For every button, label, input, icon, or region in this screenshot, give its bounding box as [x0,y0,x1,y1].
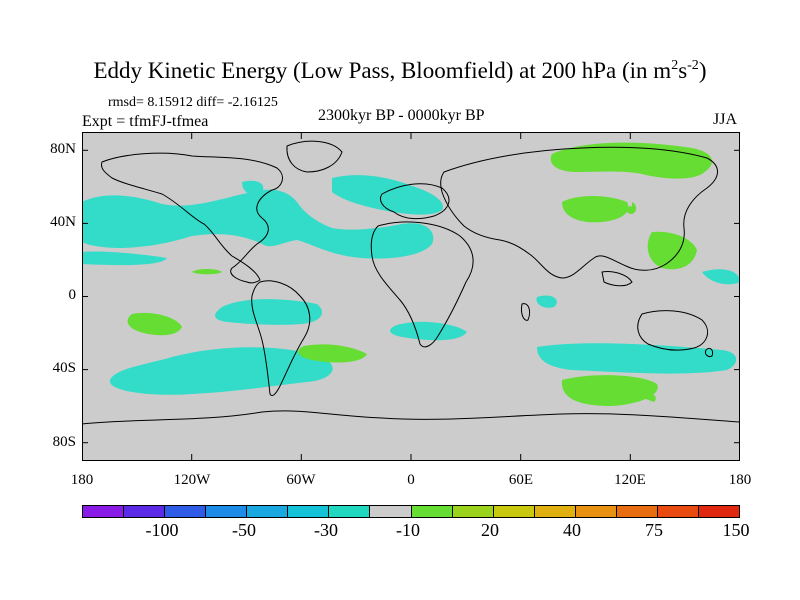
colorbar-swatch-2 [165,506,207,517]
experiment-label: Expt = tfmFJ-tfmea [82,113,209,130]
south-pacific-patch [215,299,322,325]
indonesia-coast [601,271,633,287]
lon-label-120e: 120E [614,472,646,488]
madagascar-coast [521,303,531,321]
north-atlantic-core [332,175,443,215]
colorbar-label-75: 75 [645,520,663,540]
southern-indian-positive-patch [561,375,658,406]
europe-coast [380,183,450,220]
southern-ocean-patch [109,347,333,395]
colorbar-swatch-4 [247,506,289,517]
siberia-patch [550,142,713,179]
colorbar-swatch-10 [493,506,535,517]
plot-title: Eddy Kinetic Energy (Low Pass, Bloomfiel… [93,58,707,83]
colorbar-swatch-12 [575,506,617,517]
colorbar-swatch-3 [206,506,248,517]
southern-indian-small-patch [627,390,656,402]
indian-ocean-band [537,343,737,374]
period-label: 2300kyr BP - 0000kyr BP [318,107,485,124]
colorbar-swatch-6 [329,506,371,517]
lat-label-40n: 40N [50,214,76,230]
colorbar-label-40: 40 [563,520,581,540]
positive-anomaly-regions [127,142,713,406]
south-america-positive-patch [298,344,367,363]
colorbar-label-neg50: -50 [232,520,256,540]
rmsd-diff-stats: rmsd= 8.15912 diff= -2.16125 [108,95,278,110]
lat-label-80n: 80N [50,141,76,157]
arctic-patch [242,180,264,195]
map-svg [82,132,740,461]
australia-coast [637,310,709,351]
colorbar-label-150: 150 [722,520,750,540]
tropical-pacific-patch [192,269,222,275]
east-asia-patch [647,231,697,270]
antarctica-coast [82,410,740,425]
subtropical-pacific-patch [82,251,167,266]
central-asia-patch [562,196,629,223]
colorbar-label-neg100: -100 [145,520,179,540]
colorbar-swatch-5 [288,506,330,517]
season-label: JJA [713,111,738,128]
colorbar [82,505,740,518]
africa-coast [370,221,474,348]
north-atlantic-pacific-band [82,189,434,259]
south-pacific-positive-patch [127,312,182,336]
japan-sea-patch [626,206,635,214]
colorbar-swatch-7 [370,506,412,517]
lon-label-60e: 60E [508,472,534,488]
south-america-coast [251,280,311,397]
colorbar-label-neg30: -30 [314,520,338,540]
colorbar-swatch-8 [411,506,453,517]
colorbar-label-20: 20 [481,520,499,540]
greenland-coast [286,140,343,173]
negative-anomaly-regions [82,175,740,395]
lat-label-eq: 0 [68,287,77,303]
lon-label-0: 0 [407,472,415,488]
lat-label-80s: 80S [52,434,76,450]
colorbar-swatch-1 [124,506,166,517]
south-atlantic-patch [390,321,467,341]
colorbar-swatch-9 [452,506,494,517]
map-panel [82,132,740,461]
lon-label-120w: 120W [173,472,211,488]
coastlines [82,140,740,425]
colorbar-swatch-13 [616,506,658,517]
north-america-coast [101,152,283,284]
lat-label-40s: 40S [52,360,76,376]
colorbar-swatch-0 [83,506,125,517]
map-background [82,132,740,461]
colorbar-swatch-15 [698,506,739,517]
arabian-sea-patch [536,295,557,308]
colorbar-label-neg10: -10 [396,520,420,540]
new-zealand-coast [705,347,713,357]
asia-coast [440,146,718,279]
west-pacific-patch [702,269,740,285]
colorbar-swatch-11 [534,506,576,517]
lon-label-60w: 60W [286,472,316,488]
lon-label-180e: 180 [728,472,752,488]
lon-label-180w: 180 [70,472,94,488]
map-frame [82,132,740,461]
colorbar-swatch-14 [657,506,699,517]
